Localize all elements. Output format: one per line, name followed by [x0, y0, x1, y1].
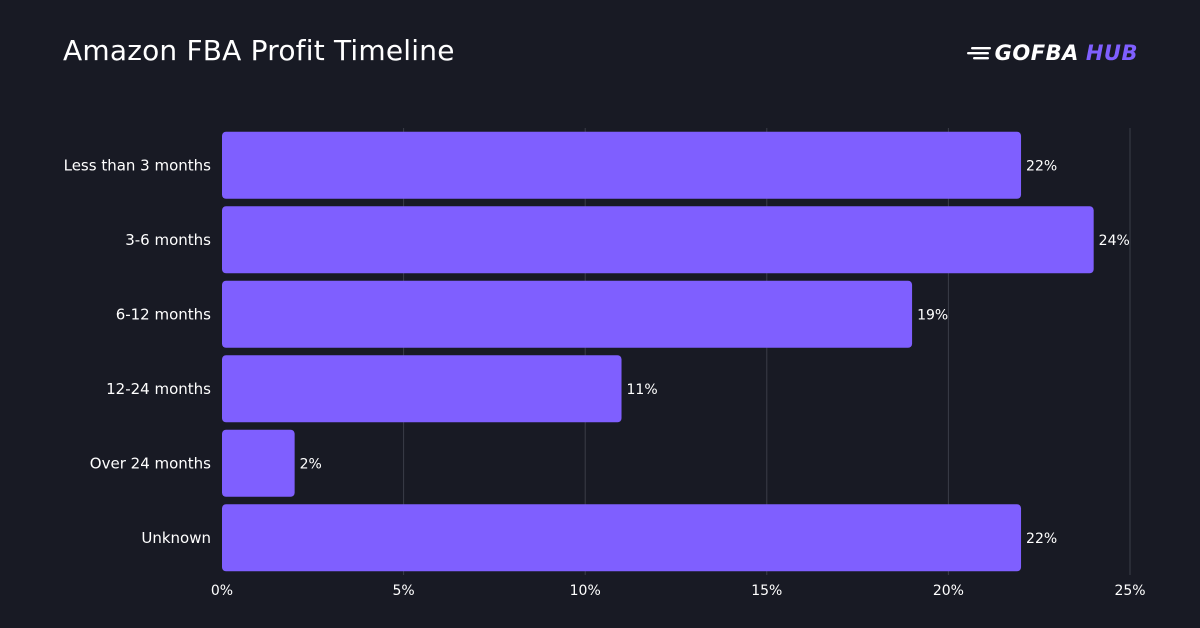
category-label: Over 24 months	[90, 454, 211, 472]
value-label: 22%	[1026, 158, 1057, 174]
bars	[222, 131, 1094, 572]
value-labels: 22% 24% 19% 11% 2% 22%	[300, 158, 1130, 547]
x-tick-label: 5%	[392, 583, 414, 599]
category-label: Less than 3 months	[64, 156, 212, 174]
value-label: 24%	[1099, 233, 1130, 249]
bar	[222, 206, 1094, 274]
bar	[222, 355, 622, 423]
bar	[222, 280, 913, 348]
speed-lines-icon	[966, 47, 991, 60]
x-tick-label: 20%	[933, 583, 964, 599]
category-label: 3-6 months	[125, 231, 211, 249]
value-label: 19%	[917, 307, 948, 323]
x-tick-label: 15%	[751, 583, 782, 599]
category-label: 12-24 months	[106, 380, 211, 398]
value-label: 22%	[1026, 531, 1057, 547]
x-tick-label: 10%	[570, 583, 601, 599]
bar	[222, 131, 1022, 199]
x-axis-ticks: 0% 5% 10% 15% 20% 25%	[211, 583, 1146, 599]
grid-lines	[403, 128, 1131, 575]
x-tick-label: 0%	[211, 583, 233, 599]
value-label: 11%	[627, 382, 658, 398]
brand-logo: GOFBA HUB	[966, 38, 1138, 68]
category-label: Unknown	[141, 529, 211, 547]
bar	[222, 429, 295, 497]
logo-text-gofba: GOFBA	[994, 41, 1079, 65]
category-label: 6-12 months	[116, 305, 211, 323]
value-label: 2%	[300, 456, 322, 472]
x-tick-label: 25%	[1114, 583, 1145, 599]
category-labels: Less than 3 months 3-6 months 6-12 months 1…	[64, 156, 212, 547]
chart-title: Amazon FBA Profit Timeline	[63, 34, 455, 67]
bar	[222, 504, 1022, 572]
logo-text-hub: HUB	[1085, 41, 1138, 65]
